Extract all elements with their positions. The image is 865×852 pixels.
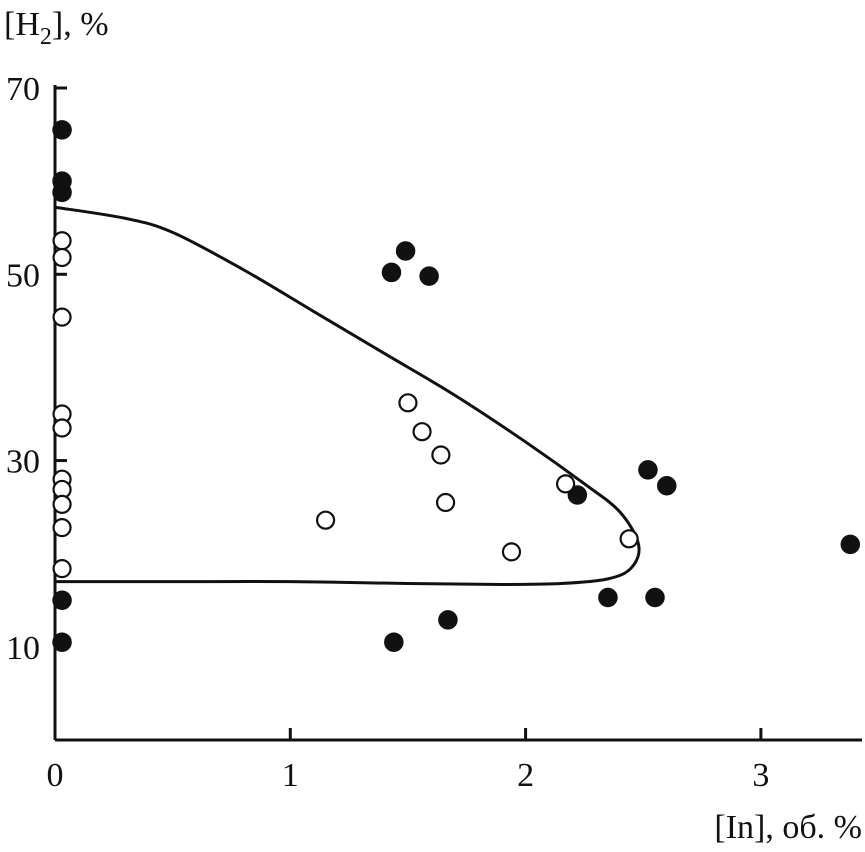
- y-axis-title: [H2], %: [4, 6, 109, 50]
- x-tick-label: 3: [752, 757, 769, 794]
- open-data-point: [555, 474, 576, 494]
- open-data-point: [52, 494, 72, 514]
- x-axis-title: [In], об. %: [714, 809, 862, 846]
- fit-curve: [54, 205, 641, 586]
- filled-data-point: [52, 120, 72, 140]
- x-tick-label: 1: [282, 757, 299, 794]
- filled-data-point: [52, 632, 72, 652]
- open-data-point: [52, 307, 72, 327]
- open-data-point: [52, 518, 72, 538]
- y-tick-label: 50: [6, 257, 40, 294]
- filled-data-point: [598, 587, 618, 608]
- x-tick-label: 0: [47, 757, 64, 794]
- open-data-point: [431, 445, 451, 465]
- y-tick-label: 70: [6, 71, 40, 108]
- open-data-point: [412, 422, 432, 442]
- open-data-point: [315, 510, 336, 530]
- filled-data-point: [395, 241, 416, 261]
- open-data-point: [52, 418, 72, 438]
- y-tick-label: 30: [6, 444, 40, 481]
- x-tick-label: 2: [517, 757, 534, 794]
- open-data-point: [52, 231, 72, 251]
- y-axis-title-rest: ], %: [52, 6, 109, 43]
- y-axis-title-main: [H: [4, 6, 40, 43]
- y-axis-title-subscript: 2: [40, 24, 52, 50]
- axes: [53, 85, 862, 742]
- filled-data-point: [840, 534, 861, 555]
- filled-data-point: [657, 475, 677, 496]
- open-data-point: [398, 393, 418, 413]
- points-layer: [52, 120, 861, 652]
- filled-data-point: [52, 590, 72, 611]
- filled-data-point: [419, 266, 439, 286]
- filled-data-point: [384, 632, 404, 652]
- ticks: 0 1 2 3 10 30 50 70: [6, 71, 769, 794]
- open-data-point: [435, 492, 456, 513]
- filled-data-point: [438, 610, 458, 630]
- filled-data-point: [381, 262, 402, 283]
- filled-data-point: [567, 485, 588, 505]
- open-data-point: [52, 559, 72, 579]
- filled-data-point: [638, 460, 658, 480]
- open-data-point: [501, 542, 522, 562]
- fit-curve-layer: [54, 205, 641, 586]
- filled-data-point: [52, 182, 72, 203]
- y-tick-label: 10: [6, 630, 40, 667]
- open-data-point: [619, 529, 639, 549]
- open-data-point: [52, 247, 72, 268]
- filled-data-point: [645, 587, 665, 608]
